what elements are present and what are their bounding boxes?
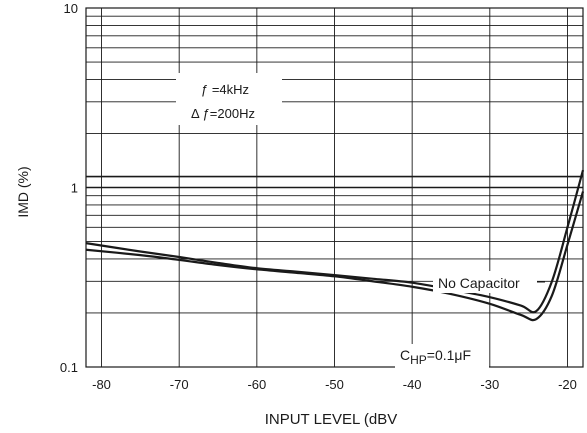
annotation-box-bg (176, 73, 282, 125)
x-tick-label: -50 (325, 377, 344, 392)
chp-label-sub: HP (410, 353, 427, 367)
plot-frame (85, 7, 584, 368)
annotation-delta-frequency: Δ ƒ=200Hz (191, 106, 255, 121)
series-group (85, 169, 585, 322)
x-tick-label: -70 (170, 377, 189, 392)
x-tick-label: -40 (403, 377, 422, 392)
series-line-1 (85, 191, 585, 322)
x-tick-label: -60 (247, 377, 266, 392)
x-tick-label: -20 (558, 377, 577, 392)
x-tick-label: -30 (480, 377, 499, 392)
y-tick-label: 0.1 (60, 360, 78, 375)
no-capacitor-label: No Capacitor (438, 275, 520, 291)
no-capacitor-label-bg (433, 271, 537, 293)
grid (86, 8, 583, 367)
chp-label: CHP=0.1μF (400, 347, 471, 367)
chp-label-value: =0.1μF (427, 347, 471, 363)
x-axis-label: INPUT LEVEL (dBV (265, 411, 398, 428)
chp-label-main: C (400, 347, 410, 363)
y-tick-label: 1 (71, 181, 78, 196)
tick-labels: -80 -70 -60 -50 -40 -30 -20 0.1 1 10 (60, 1, 577, 392)
y-tick-label: 10 (64, 1, 78, 16)
annotation-frequency: ƒ =4kHz (201, 82, 249, 97)
chp-label-bg (395, 344, 489, 368)
y-axis-label: IMD (%) (15, 166, 31, 217)
series-line-0 (85, 169, 585, 314)
x-tick-label: -80 (92, 377, 111, 392)
